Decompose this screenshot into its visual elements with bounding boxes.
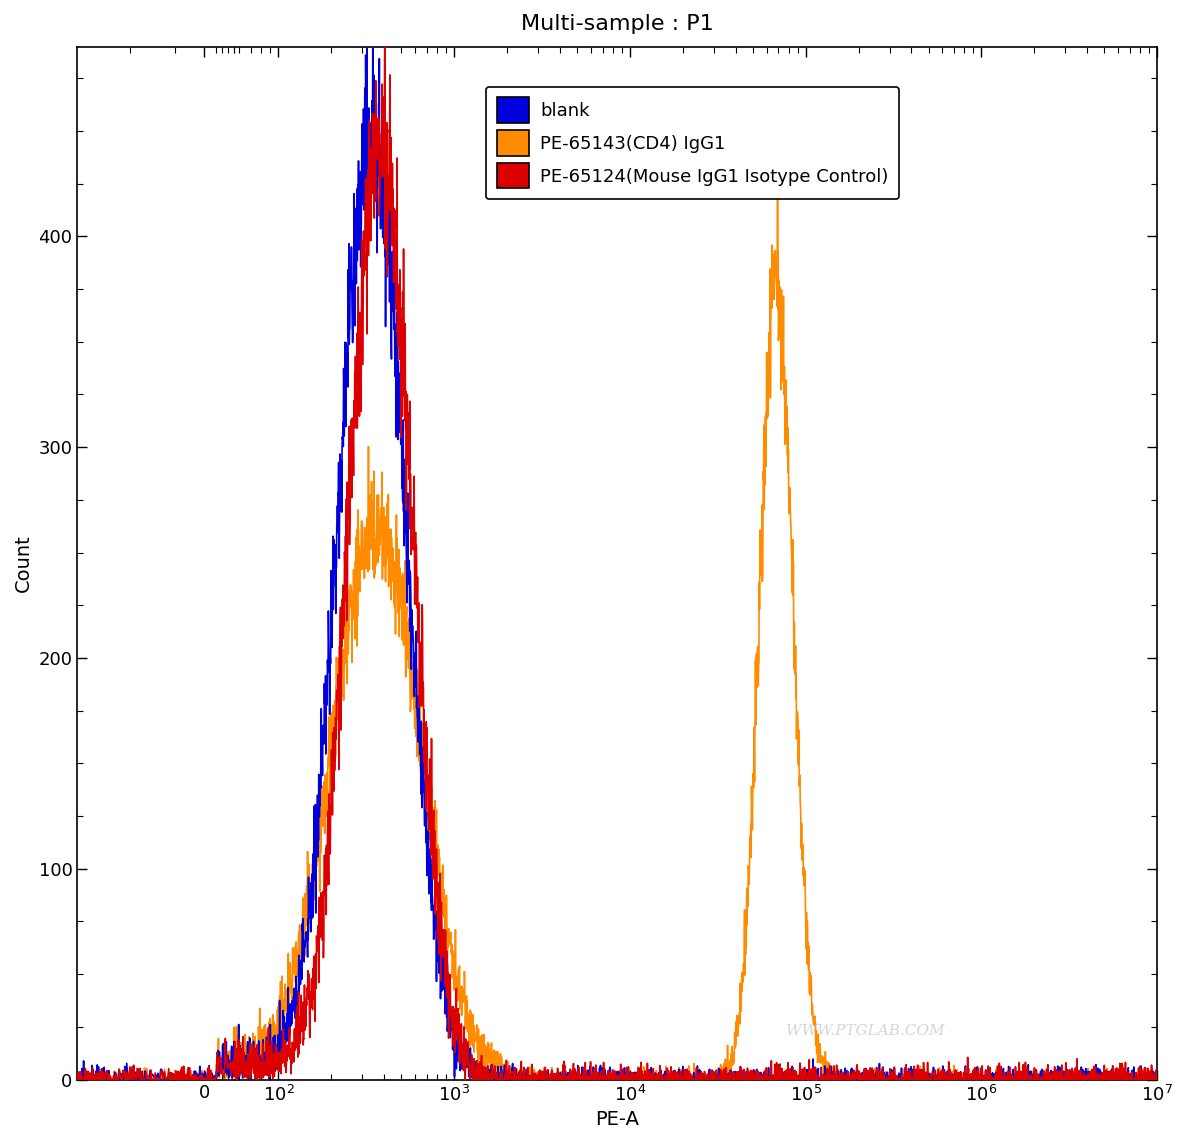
Text: WWW.PTGLAB.COM: WWW.PTGLAB.COM bbox=[786, 1024, 945, 1038]
Legend: blank, PE-65143(CD4) IgG1, PE-65124(Mouse IgG1 Isotype Control): blank, PE-65143(CD4) IgG1, PE-65124(Mous… bbox=[485, 87, 900, 199]
X-axis label: PE-A: PE-A bbox=[595, 1110, 640, 1129]
Y-axis label: Count: Count bbox=[14, 534, 33, 592]
Title: Multi-sample : P1: Multi-sample : P1 bbox=[521, 14, 713, 34]
